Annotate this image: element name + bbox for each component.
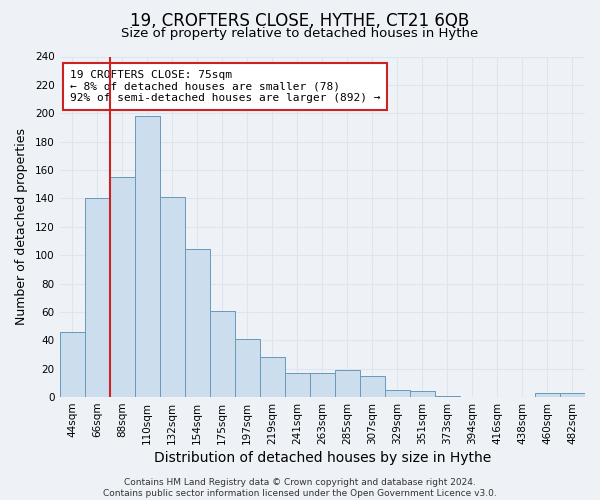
Bar <box>560 393 585 397</box>
Bar <box>209 310 235 397</box>
Bar <box>59 332 85 397</box>
Bar <box>185 250 209 397</box>
Bar <box>160 197 185 397</box>
Bar <box>535 393 560 397</box>
Text: Size of property relative to detached houses in Hythe: Size of property relative to detached ho… <box>121 28 479 40</box>
Bar <box>110 177 134 397</box>
Bar <box>235 339 260 397</box>
Bar <box>285 373 310 397</box>
Bar <box>260 358 285 397</box>
X-axis label: Distribution of detached houses by size in Hythe: Distribution of detached houses by size … <box>154 451 491 465</box>
Bar <box>85 198 110 397</box>
Bar <box>310 373 335 397</box>
Bar <box>360 376 385 397</box>
Bar <box>134 116 160 397</box>
Text: 19 CROFTERS CLOSE: 75sqm
← 8% of detached houses are smaller (78)
92% of semi-de: 19 CROFTERS CLOSE: 75sqm ← 8% of detache… <box>70 70 380 103</box>
Y-axis label: Number of detached properties: Number of detached properties <box>15 128 28 326</box>
Text: Contains HM Land Registry data © Crown copyright and database right 2024.
Contai: Contains HM Land Registry data © Crown c… <box>103 478 497 498</box>
Bar <box>435 396 460 397</box>
Text: 19, CROFTERS CLOSE, HYTHE, CT21 6QB: 19, CROFTERS CLOSE, HYTHE, CT21 6QB <box>130 12 470 30</box>
Bar <box>335 370 360 397</box>
Bar <box>385 390 410 397</box>
Bar <box>410 392 435 397</box>
